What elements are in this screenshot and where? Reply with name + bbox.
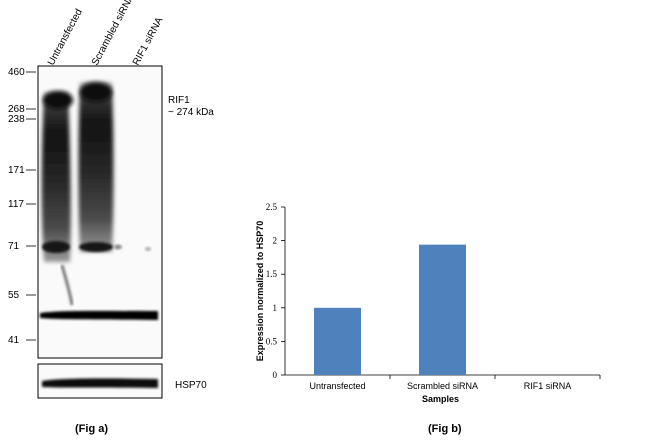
bar-chart: 0 0.5 1 1.5 2 2.5 Untransfected Scrambled siRN… bbox=[255, 202, 601, 435]
y-axis-title: Expression normalized to HSP70 bbox=[255, 221, 265, 362]
western-blot-panel: Untransfected Scrambled siRNA RIF1 siRNA… bbox=[8, 0, 214, 435]
y-tick-label: 1 bbox=[273, 303, 278, 313]
y-tick-label: 0 bbox=[273, 370, 278, 380]
mw-marker: 55 bbox=[8, 290, 20, 301]
y-tick-label: 1.5 bbox=[266, 269, 278, 279]
bars bbox=[314, 244, 466, 375]
y-ticks: 0 0.5 1 1.5 2 2.5 bbox=[266, 202, 285, 380]
y-tick-label: 0.5 bbox=[266, 336, 278, 346]
mw-marker: 71 bbox=[8, 241, 20, 252]
x-category-label: RIF1 siRNA bbox=[524, 381, 572, 391]
lane-label-untransfected: Untransfected bbox=[46, 7, 85, 67]
mw-marker: 171 bbox=[8, 165, 25, 176]
lane-label-scrambled: Scrambled siRNA bbox=[90, 0, 137, 67]
category-labels: Untransfected Scrambled siRNA RIF1 siRNA bbox=[309, 375, 601, 391]
lane-label-rif1: RIF1 siRNA bbox=[131, 15, 166, 67]
loading-control-label: HSP70 bbox=[175, 380, 207, 391]
mw-marker: 41 bbox=[8, 335, 20, 346]
target-size-label: ~ 274 kDa bbox=[168, 107, 214, 118]
loading-control-band bbox=[42, 378, 158, 388]
mw-marker: 460 bbox=[8, 67, 25, 78]
mw-ladder: 460 268 238 171 117 71 55 41 bbox=[8, 67, 36, 346]
x-axis-title: Samples bbox=[422, 394, 459, 404]
target-protein-label: RIF1 bbox=[168, 95, 190, 106]
mw-marker: 238 bbox=[8, 114, 25, 125]
y-tick-label: 2.5 bbox=[266, 202, 278, 212]
mw-marker: 117 bbox=[8, 199, 24, 210]
fig-a-caption: (Fig a) bbox=[75, 423, 108, 435]
x-category-label: Scrambled siRNA bbox=[407, 381, 478, 391]
mw-marker: 268 bbox=[8, 104, 25, 115]
bar-untransfected bbox=[314, 307, 361, 375]
y-tick-label: 2 bbox=[273, 236, 278, 246]
x-category-label: Untransfected bbox=[309, 381, 365, 391]
bar-scrambled-sirna bbox=[419, 244, 466, 375]
blot-signal bbox=[40, 82, 158, 320]
fig-b-caption: (Fig b) bbox=[428, 423, 462, 435]
